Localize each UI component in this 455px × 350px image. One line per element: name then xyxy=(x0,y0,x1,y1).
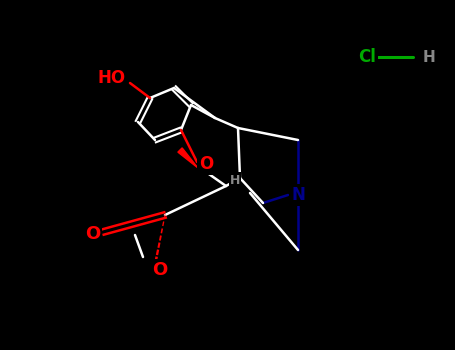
Text: O: O xyxy=(152,261,167,279)
Text: O: O xyxy=(199,155,213,173)
Text: N: N xyxy=(291,186,305,204)
Text: H: H xyxy=(230,174,240,187)
Text: H: H xyxy=(423,49,436,64)
Text: O: O xyxy=(86,225,101,243)
Text: Cl: Cl xyxy=(358,48,376,66)
Polygon shape xyxy=(178,148,198,168)
Text: HO: HO xyxy=(98,69,126,87)
